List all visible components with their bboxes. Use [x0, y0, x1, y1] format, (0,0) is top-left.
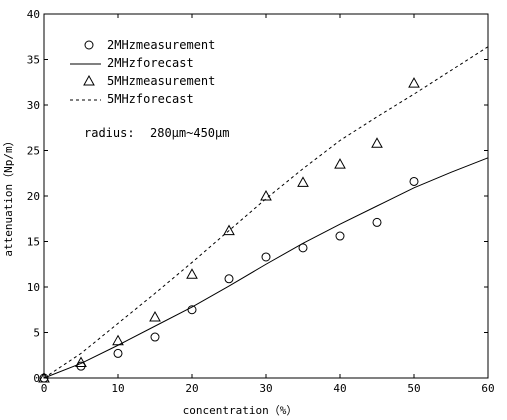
series-1 — [43, 157, 489, 379]
annotation-radius-label: radius: — [84, 126, 135, 140]
x-tick-label: 20 — [185, 382, 198, 395]
data-point — [408, 77, 420, 88]
data-point — [150, 332, 160, 342]
x-tick-label: 0 — [41, 382, 48, 395]
data-point — [186, 268, 198, 279]
legend-item: 2MHzmeasurement — [84, 38, 215, 52]
data-point — [187, 305, 197, 315]
data-point — [113, 348, 123, 358]
legend-label: 2MHzmeasurement — [107, 38, 215, 52]
x-tick-label: 50 — [407, 382, 420, 395]
legend-item: 5MHzforecast — [70, 92, 194, 106]
data-point — [334, 158, 346, 169]
data-point — [372, 217, 382, 227]
data-point — [409, 176, 419, 186]
legend-label: 5MHzforecast — [107, 92, 194, 106]
data-point — [371, 137, 383, 148]
series-line — [43, 157, 489, 379]
legend-item: 5MHzmeasurement — [83, 74, 215, 88]
legend: 2MHzmeasurement 2MHzforecast 5MHzmeasureme… — [70, 38, 215, 106]
series-layer — [38, 46, 489, 383]
data-point — [38, 371, 50, 383]
y-axis-label: attenuation（Np/m） — [2, 135, 15, 256]
y-tick-label: 0 — [33, 372, 40, 385]
axis-ticks: 0 10 20 30 40 50 60 0 5 10 15 20 25 30 35 40 — [27, 8, 495, 395]
y-tick-label: 10 — [27, 281, 40, 294]
data-point — [297, 176, 309, 187]
x-tick-label: 30 — [259, 382, 272, 395]
data-point — [335, 231, 345, 241]
y-tick-label: 20 — [27, 190, 40, 203]
annotation-radius-value: 280μm~450μm — [150, 126, 229, 140]
y-tick-label: 15 — [27, 236, 40, 249]
data-point — [261, 252, 271, 262]
series-3 — [43, 46, 489, 379]
data-point — [260, 189, 272, 201]
data-point — [75, 356, 87, 368]
y-tick-label: 40 — [27, 8, 40, 21]
series-2 — [38, 77, 420, 383]
x-tick-label: 10 — [111, 382, 124, 395]
plot-frame — [43, 13, 489, 379]
series-line — [43, 46, 489, 379]
legend-item: 2MHzforecast — [70, 56, 194, 70]
x-tick-label: 60 — [481, 382, 494, 395]
data-point — [224, 274, 234, 284]
data-point — [223, 224, 235, 236]
legend-swatch — [84, 40, 94, 50]
y-tick-label: 25 — [27, 145, 40, 158]
data-point — [149, 311, 161, 322]
y-tick-label: 35 — [27, 54, 40, 67]
legend-label: 2MHzforecast — [107, 56, 194, 70]
x-tick-label: 40 — [333, 382, 346, 395]
y-tick-label: 5 — [33, 327, 40, 340]
legend-label: 5MHzmeasurement — [107, 74, 215, 88]
y-tick-label: 30 — [27, 99, 40, 112]
legend-swatch — [83, 74, 95, 86]
data-point — [112, 334, 124, 346]
x-axis-label: concentration（%） — [183, 404, 298, 417]
